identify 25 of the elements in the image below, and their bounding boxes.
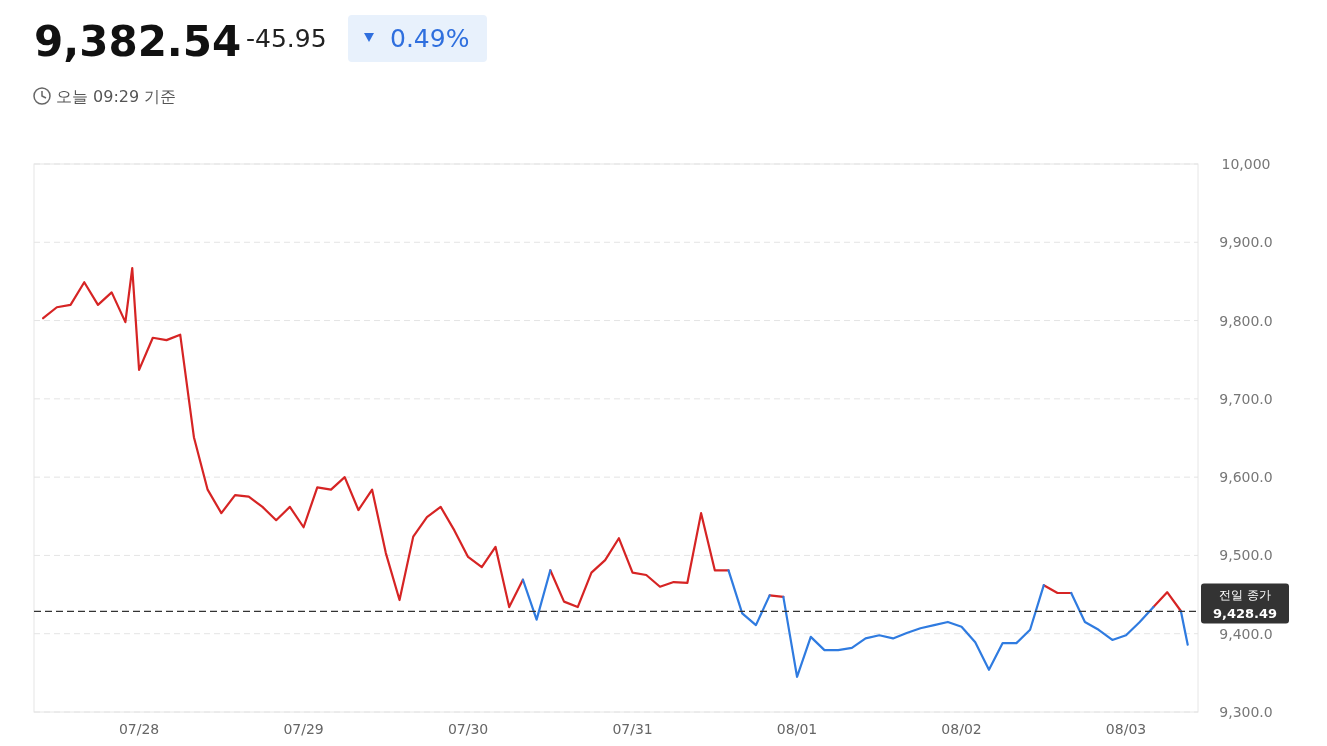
ref-line-label: 전일 종가 xyxy=(1219,588,1271,603)
y-tick-label: 9,600.0 xyxy=(1219,469,1273,486)
y-tick-label: 9,800.0 xyxy=(1219,312,1273,329)
line-series xyxy=(1070,591,1155,642)
y-tick-label: 9,400.0 xyxy=(1219,625,1273,642)
x-tick-label: 08/01 xyxy=(776,721,818,737)
text: 0.49% xyxy=(390,24,470,53)
y-tick-label: 9,500.0 xyxy=(1219,547,1273,564)
y-tick-label: 10,000 xyxy=(1221,156,1271,172)
x-tick-label: 07/28 xyxy=(118,721,160,737)
y-tick-label: 9,900.0 xyxy=(1219,234,1273,251)
line-series xyxy=(549,512,730,609)
y-tick-label: 9,700.0 xyxy=(1219,390,1273,407)
text: 9,428.49 xyxy=(1212,606,1278,622)
x-tick-label: 07/31 xyxy=(612,721,653,737)
chart-title: 9,382.54 xyxy=(34,17,242,66)
chart-subtitle: 오늘 09:29 기준 xyxy=(56,87,177,106)
line-series xyxy=(727,569,771,627)
x-tick-label: 07/29 xyxy=(283,721,324,737)
x-tick-label: 08/02 xyxy=(941,721,982,737)
line-series xyxy=(782,584,1045,678)
x-tick-label: 08/03 xyxy=(1105,721,1147,737)
x-tick-label: 07/30 xyxy=(447,721,489,737)
text: -45.95 xyxy=(246,24,327,53)
y-tick-label: 9,300.0 xyxy=(1219,704,1273,720)
